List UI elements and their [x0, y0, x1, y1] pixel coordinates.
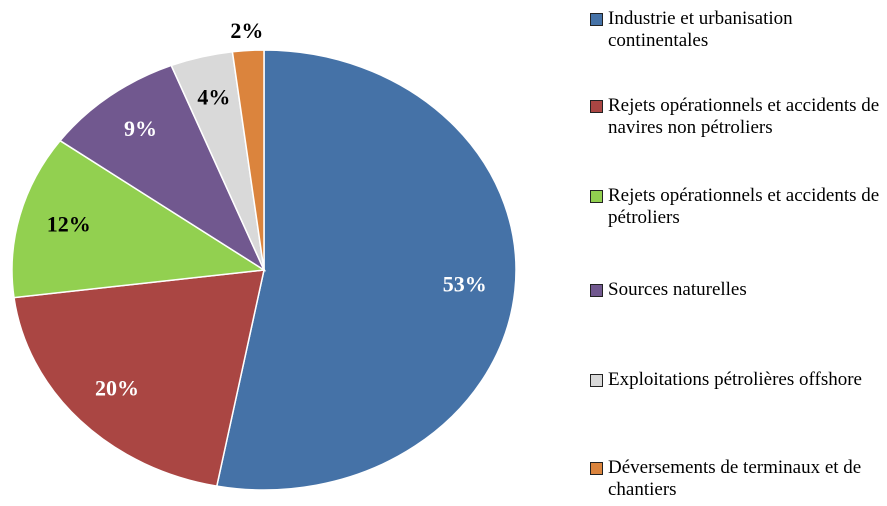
legend-item: Exploitations pétrolières offshore: [590, 369, 885, 391]
data-label: 2%: [230, 18, 263, 43]
data-label: 4%: [197, 85, 230, 110]
legend-label: Sources naturelles: [608, 279, 747, 300]
pie-slice: [13, 269, 265, 487]
legend-swatch: [590, 374, 603, 387]
pie-slice: [215, 49, 517, 491]
legend-swatch: [590, 13, 603, 26]
legend-swatch: [590, 462, 603, 475]
data-label: 20%: [95, 376, 139, 401]
data-label: 53%: [443, 272, 487, 297]
pie-slice: [59, 64, 266, 272]
pie-slice: [11, 139, 267, 299]
chart: 53% 20% 12% 9% 4% 2%: [11, 18, 517, 491]
legend-label: Rejets opérationnels et accidents de pét…: [608, 185, 880, 228]
data-label: 12%: [47, 211, 91, 236]
legend-item: Déversements de terminaux et de chantier…: [590, 457, 885, 501]
legend-item: Industrie et urbanisation continentales: [590, 8, 885, 52]
legend-label: Exploitations pétrolières offshore: [608, 369, 862, 390]
data-label: 9%: [124, 116, 157, 141]
pie-slice: [231, 49, 265, 271]
legend-label: Industrie et urbanisation continentales: [608, 8, 793, 51]
legend-swatch: [590, 190, 603, 203]
legend-label: Rejets opérationnels et accidents de nav…: [608, 95, 880, 138]
legend-label: Déversements de terminaux et de chantier…: [608, 457, 862, 500]
legend-item: Sources naturelles: [590, 279, 885, 301]
legend-swatch: [590, 100, 603, 113]
legend-item: Rejets opérationnels et accidents de nav…: [590, 95, 885, 139]
legend-swatch: [590, 284, 603, 297]
legend-item: Rejets opérationnels et accidents de pét…: [590, 185, 885, 229]
